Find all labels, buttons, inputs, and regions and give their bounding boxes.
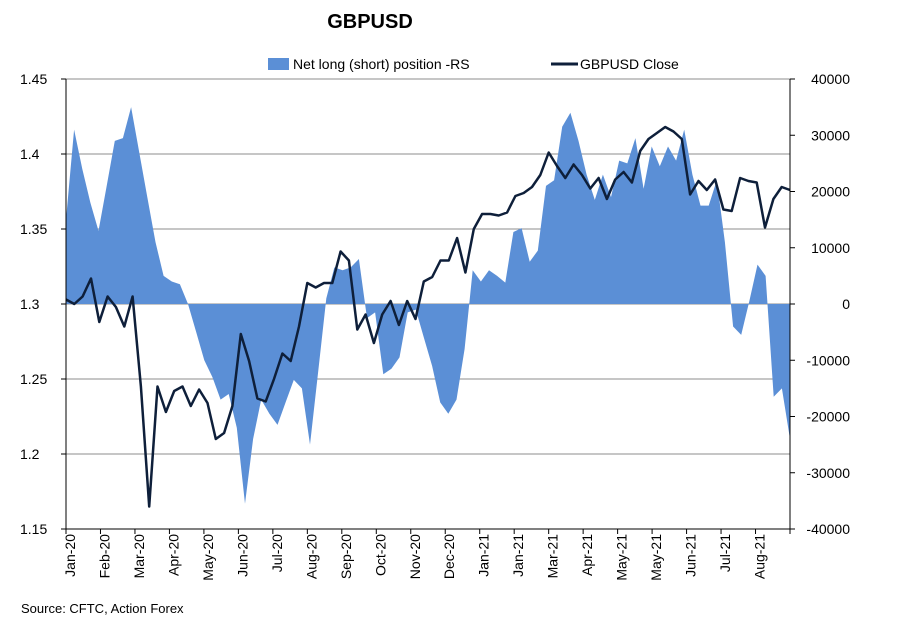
- right-tick-label: -30000: [806, 465, 850, 481]
- x-tick-label: Jun-21: [683, 534, 699, 577]
- x-tick-label: Dec-20: [441, 534, 457, 579]
- x-tick-label: Mar-20: [131, 534, 147, 579]
- x-tick-label: Oct-20: [372, 534, 388, 576]
- source-note: Source: CFTC, Action Forex: [21, 601, 184, 616]
- right-tick-label: -20000: [806, 409, 850, 425]
- x-tick-label: May-21: [614, 534, 630, 581]
- x-tick-label: Jan-20: [62, 534, 78, 577]
- x-tick-label: Jun-20: [234, 534, 250, 577]
- legend-label-area: Net long (short) position -RS: [293, 56, 470, 72]
- right-tick-label: 10000: [811, 240, 850, 256]
- x-tick-label: Mar-21: [545, 534, 561, 579]
- x-tick-label: Nov-20: [407, 534, 423, 579]
- right-tick-label: 40000: [811, 71, 850, 87]
- gbpusd-close-line: [65, 125, 791, 508]
- x-tick-label: Aug-21: [752, 534, 768, 579]
- left-tick-label: 1.4: [20, 146, 40, 162]
- x-tick-label: Apr-20: [165, 534, 181, 576]
- right-axis-ticks: -40000 -30000 -20000 -10000 0 10000 20000 30000…: [790, 71, 850, 537]
- legend-swatch-area: [268, 58, 289, 70]
- right-tick-label: -10000: [806, 352, 850, 368]
- x-tick-label: Apr-21: [579, 534, 595, 576]
- net-position-area-layer: [66, 107, 790, 504]
- left-tick-label: 1.2: [20, 446, 40, 462]
- x-tick-label: Jan-21: [476, 534, 492, 577]
- gbpusd-line-layer: [65, 125, 791, 508]
- x-tick-label: Sep-20: [338, 534, 354, 579]
- chart-title: GBPUSD: [327, 11, 413, 33]
- left-tick-label: 1.25: [20, 371, 47, 387]
- left-tick-label: 1.15: [20, 521, 47, 537]
- x-tick-label: Feb-20: [97, 534, 113, 579]
- x-axis-ticks: Jan-20 Feb-20 Mar-20 Apr-20 May-20 Jun-20 Jul-…: [62, 529, 791, 581]
- net-position-area: [66, 107, 790, 504]
- left-axis-ticks: 1.15 1.2 1.25 1.3 1.35 1.4 1.45: [20, 71, 66, 537]
- legend-label-line: GBPUSD Close: [580, 56, 679, 72]
- x-tick-label: Jul-20: [269, 534, 285, 572]
- x-tick-label: May-20: [200, 534, 216, 581]
- right-tick-label: 20000: [811, 184, 850, 200]
- x-tick-label: Jul-21: [717, 534, 733, 572]
- left-tick-label: 1.35: [20, 221, 47, 237]
- x-tick-label: May-21: [648, 534, 664, 581]
- x-tick-label: Aug-20: [303, 534, 319, 579]
- left-tick-label: 1.45: [20, 71, 47, 87]
- right-tick-label: 30000: [811, 127, 850, 143]
- right-tick-label: 0: [842, 296, 850, 312]
- legend: Net long (short) position -RS GBPUSD Clo…: [268, 56, 679, 72]
- left-tick-label: 1.3: [20, 296, 40, 312]
- x-tick-label: Jan-21: [510, 534, 526, 577]
- right-tick-label: -40000: [806, 521, 850, 537]
